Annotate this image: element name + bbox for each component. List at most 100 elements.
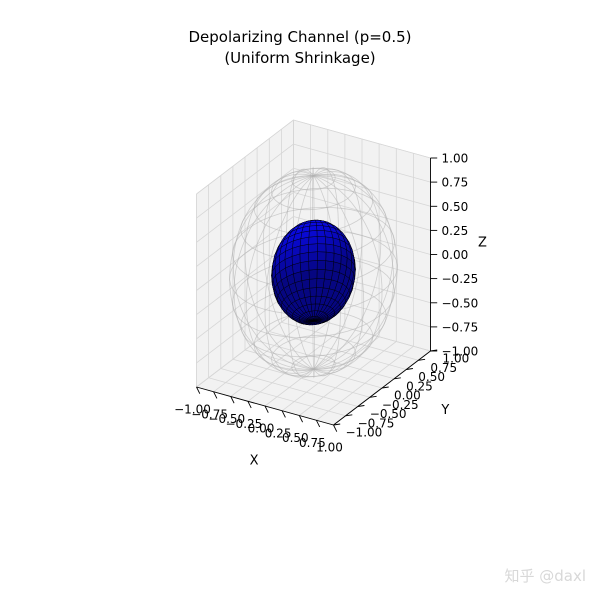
- x-tick-mark: [213, 391, 218, 399]
- tick-marks: −1.00−1.00−1.00−0.75−0.75−0.75−0.50 −0.50…: [174, 152, 478, 455]
- inner-sphere-facet: [316, 269, 326, 280]
- x-tick-label: 0.50: [282, 431, 309, 445]
- inner-sphere-facet: [316, 225, 325, 231]
- x-tick-mark: [281, 410, 286, 418]
- wireframe-meridian: [313, 175, 365, 374]
- grid-line: [316, 345, 414, 421]
- inner-sphere-facet: [301, 225, 310, 233]
- inner-sphere-facet: [308, 243, 318, 253]
- x-tick-mark: [264, 405, 269, 413]
- z-tick-label: −0.75: [442, 320, 479, 334]
- x-axis-label: X: [250, 454, 259, 469]
- z-tick-label: −1.00: [442, 345, 479, 359]
- wireframe-meridian: [313, 175, 395, 370]
- wireframe-meridian: [313, 171, 382, 370]
- y-tick-label: −0.75: [358, 416, 395, 430]
- inner-sphere-facet: [299, 252, 309, 263]
- wireframe-meridian: [229, 175, 314, 370]
- inner-sphere-facet: [309, 225, 318, 232]
- x-tick-label: 0.00: [248, 422, 275, 436]
- z-tick-label: 1.00: [442, 152, 469, 166]
- inner-sphere-facet: [299, 260, 310, 272]
- grid-line: [293, 119, 431, 159]
- y-tick-mark: [369, 395, 377, 398]
- wireframe-meridian: [313, 175, 398, 370]
- inner-sphere-facet: [324, 260, 334, 272]
- y-tick-label: 0.25: [406, 379, 433, 393]
- z-tick-label: 0.25: [442, 224, 469, 238]
- y-tick-label: 0.75: [430, 361, 457, 375]
- inner-sphere-facet: [300, 269, 310, 281]
- inner-sphere-facet: [316, 260, 327, 270]
- inner-sphere-facet: [309, 287, 317, 297]
- z-tick-label: 0.00: [442, 248, 469, 262]
- inner-sphere-facet: [317, 251, 327, 261]
- wireframe-meridian: [262, 171, 314, 370]
- grid-line: [196, 143, 294, 219]
- axis-labels: X Y Z: [250, 236, 487, 469]
- grid-line: [196, 192, 294, 267]
- grid-line: [299, 341, 397, 416]
- y-tick-mark: [381, 386, 389, 389]
- grid-line: [281, 321, 419, 361]
- x-tick-mark: [230, 396, 235, 404]
- x-tick-mark: [247, 401, 252, 409]
- z-tick-label: 0.50: [442, 200, 469, 214]
- x-tick-label: 1.00: [316, 441, 343, 455]
- inner-shrunk-sphere: [271, 219, 356, 326]
- x-tick-mark: [298, 415, 304, 423]
- y-tick-label: −0.50: [370, 407, 407, 421]
- z-axis-label: Z: [478, 236, 487, 251]
- inner-sphere-facet: [309, 278, 318, 289]
- wireframe-meridian: [233, 175, 314, 372]
- y-tick-mark: [357, 405, 365, 407]
- wireframe-meridian: [244, 173, 314, 370]
- y-tick-label: 0.50: [418, 370, 445, 384]
- y-tick-label: −1.00: [346, 426, 383, 440]
- inner-sphere-facet: [308, 260, 318, 271]
- inner-sphere-facet: [316, 278, 325, 289]
- inner-sphere-facet: [308, 251, 318, 262]
- inner-sphere-facet: [308, 230, 318, 238]
- inner-sphere-facet: [316, 236, 327, 245]
- y-tick-mark: [333, 423, 341, 426]
- inner-sphere-facet: [324, 269, 334, 281]
- y-tick-mark: [345, 414, 353, 417]
- inner-sphere-facet: [308, 236, 318, 245]
- x-tick-label: −0.75: [191, 407, 228, 421]
- x-tick-label: −0.25: [226, 417, 263, 431]
- inner-sphere-facet: [316, 230, 326, 237]
- wireframe-meridian: [313, 168, 363, 370]
- watermark: 知乎 @daxl: [504, 567, 586, 585]
- z-tick-label: −0.25: [442, 272, 479, 286]
- x-tick-mark: [196, 386, 201, 394]
- chart-title: Depolarizing Channel (p=0.5): [188, 28, 412, 46]
- grid-line: [196, 119, 294, 195]
- wireframe-meridian: [313, 175, 383, 372]
- y-tick-label: 0.00: [394, 389, 421, 403]
- x-tick-mark: [333, 424, 338, 432]
- grid-line: [269, 331, 407, 370]
- inner-sphere-facet: [325, 243, 335, 254]
- x-tick-label: −0.50: [208, 412, 245, 426]
- wireframe-meridian: [313, 173, 394, 370]
- y-tick-mark: [394, 377, 401, 380]
- y-tick-label: 1.00: [443, 352, 470, 366]
- inner-sphere-facet: [308, 269, 318, 280]
- chart-subtitle: (Uniform Shrinkage): [224, 49, 376, 67]
- inner-sphere-facet: [317, 243, 327, 253]
- wireframe-meridian: [264, 175, 314, 377]
- grid-line: [293, 143, 431, 183]
- z-tick-label: 0.75: [442, 176, 469, 190]
- x-tick-label: 0.75: [299, 436, 326, 450]
- wireframe-meridian: [232, 175, 314, 370]
- y-axis-label: Y: [440, 403, 449, 418]
- y-tick-label: −0.25: [382, 398, 419, 412]
- x-tick-label: −1.00: [174, 403, 211, 417]
- inner-sphere-facet: [325, 251, 335, 263]
- inner-sphere-facet: [301, 278, 310, 290]
- y-tick-mark: [406, 368, 413, 370]
- z-tick-label: −0.50: [442, 296, 479, 310]
